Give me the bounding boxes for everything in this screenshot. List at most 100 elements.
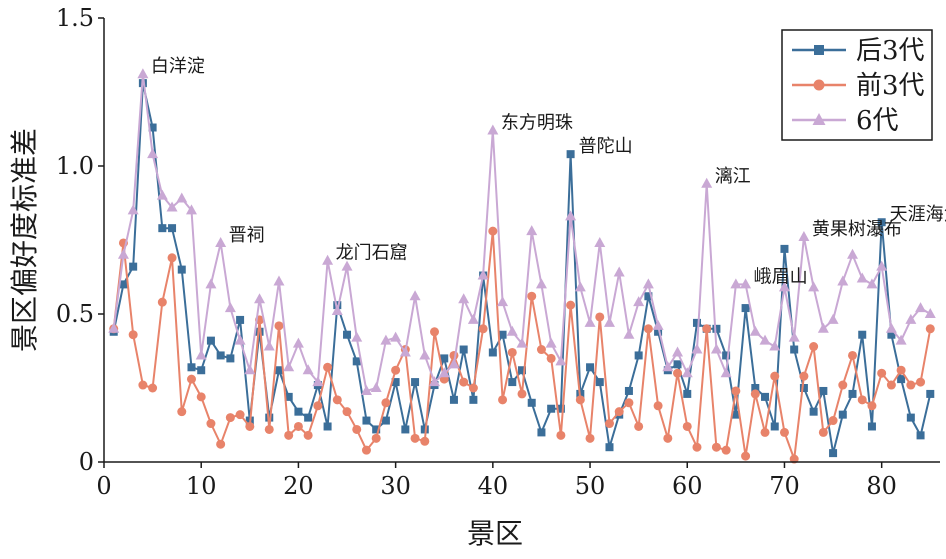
data-point-s2-41 <box>498 395 508 405</box>
data-point-s1-9 <box>187 363 196 372</box>
x-tick-label-80: 80 <box>866 472 897 500</box>
data-point-s3-61 <box>691 343 703 354</box>
data-point-s3-40 <box>487 124 499 135</box>
data-point-s2-25 <box>342 407 352 417</box>
data-point-s3-47 <box>555 355 567 366</box>
data-point-s2-67 <box>750 389 760 399</box>
data-point-s3-67 <box>749 325 761 336</box>
data-point-s3-3 <box>127 204 139 215</box>
data-point-s3-53 <box>613 266 625 277</box>
data-point-s1-6 <box>158 224 167 233</box>
data-point-s1-27 <box>362 416 371 425</box>
data-point-s1-8 <box>177 265 186 274</box>
data-point-s1-46 <box>547 404 556 413</box>
data-point-s3-66 <box>740 278 752 289</box>
data-point-s3-39 <box>477 269 489 280</box>
data-point-s2-58 <box>663 433 673 443</box>
data-point-s1-14 <box>236 315 245 324</box>
data-point-s2-72 <box>799 371 809 381</box>
data-point-s2-80 <box>877 368 887 378</box>
data-point-s3-74 <box>817 322 829 333</box>
data-point-s3-38 <box>467 313 479 324</box>
data-point-s3-63 <box>710 343 722 354</box>
legend-marker-series-3 <box>812 113 826 125</box>
data-point-s3-82 <box>895 334 907 345</box>
x-axis-label: 景区 <box>467 517 523 550</box>
data-point-s1-12 <box>216 351 225 360</box>
data-point-s3-54 <box>623 328 635 339</box>
data-point-s2-5 <box>148 383 158 393</box>
legend-item-series-3: 6代 <box>792 106 899 136</box>
data-point-s3-43 <box>516 337 528 348</box>
data-point-s1-5 <box>148 123 157 132</box>
data-point-s2-56 <box>643 324 653 334</box>
data-point-s1-65 <box>731 410 740 419</box>
data-point-s2-21 <box>303 430 313 440</box>
data-point-s3-73 <box>808 281 820 292</box>
data-point-s3-28 <box>370 382 382 392</box>
data-point-s2-18 <box>274 321 284 331</box>
data-point-s3-59 <box>672 346 684 357</box>
data-point-s1-82 <box>897 375 906 384</box>
data-point-s3-60 <box>681 367 693 378</box>
data-point-s1-69 <box>770 422 779 431</box>
data-point-s1-50 <box>586 363 595 372</box>
data-point-s3-23 <box>322 254 334 265</box>
data-point-s2-76 <box>838 380 848 390</box>
data-point-s1-13 <box>226 354 235 363</box>
data-point-s3-65 <box>730 278 742 289</box>
data-point-s2-75 <box>828 416 838 426</box>
data-point-s1-2 <box>119 280 128 289</box>
data-point-s2-37 <box>459 377 469 387</box>
data-point-s1-17 <box>265 413 274 422</box>
legend-item-series-2: 前3代 <box>792 71 925 101</box>
y-tick-label-3: 1.5 <box>56 4 94 32</box>
data-point-s3-69 <box>769 340 781 351</box>
data-point-s3-41 <box>497 296 509 307</box>
data-point-s3-7 <box>166 201 178 212</box>
data-point-s3-51 <box>594 236 606 247</box>
data-point-s3-9 <box>185 204 197 215</box>
data-point-s3-64 <box>720 367 732 378</box>
data-point-s1-79 <box>867 422 876 431</box>
data-point-s1-78 <box>858 330 867 339</box>
data-point-s2-11 <box>206 419 216 429</box>
data-point-s3-78 <box>856 272 868 283</box>
data-point-s2-23 <box>323 362 333 372</box>
data-point-s2-4 <box>138 380 148 390</box>
data-point-s1-21 <box>304 413 313 422</box>
data-point-s3-20 <box>292 337 304 348</box>
data-point-s3-1 <box>108 322 120 333</box>
data-point-s3-55 <box>633 296 645 307</box>
data-point-s2-50 <box>585 433 595 443</box>
data-point-s1-41 <box>498 330 507 339</box>
data-point-s3-58 <box>662 361 674 372</box>
data-point-s3-31 <box>399 346 411 357</box>
data-point-s2-59 <box>673 368 683 378</box>
annotation-7: 峨眉山 <box>754 266 808 287</box>
data-point-s1-44 <box>527 398 536 407</box>
data-point-s3-19 <box>283 361 295 372</box>
data-point-s1-85 <box>926 389 935 398</box>
data-point-s2-82 <box>896 365 906 375</box>
data-point-s1-42 <box>508 378 517 387</box>
data-point-s2-51 <box>595 312 605 322</box>
data-point-s3-85 <box>924 308 936 318</box>
data-point-s3-6 <box>156 189 168 200</box>
data-point-s2-47 <box>556 430 566 440</box>
data-point-s3-42 <box>506 325 518 336</box>
annotation-1: 白洋淀 <box>151 56 205 77</box>
data-point-s1-75 <box>829 449 838 458</box>
data-point-s3-16 <box>254 293 266 304</box>
data-point-s2-20 <box>293 421 303 431</box>
data-point-s3-27 <box>360 384 372 395</box>
data-point-s2-29 <box>381 398 391 408</box>
data-point-s1-67 <box>751 384 760 392</box>
data-point-s1-33 <box>420 425 429 434</box>
data-point-s3-46 <box>545 337 557 348</box>
data-point-s3-34 <box>429 376 441 387</box>
data-point-s2-63 <box>711 442 721 452</box>
data-point-s2-38 <box>468 383 478 393</box>
y-axis-label: 景区偏好度标准差 <box>8 128 41 352</box>
